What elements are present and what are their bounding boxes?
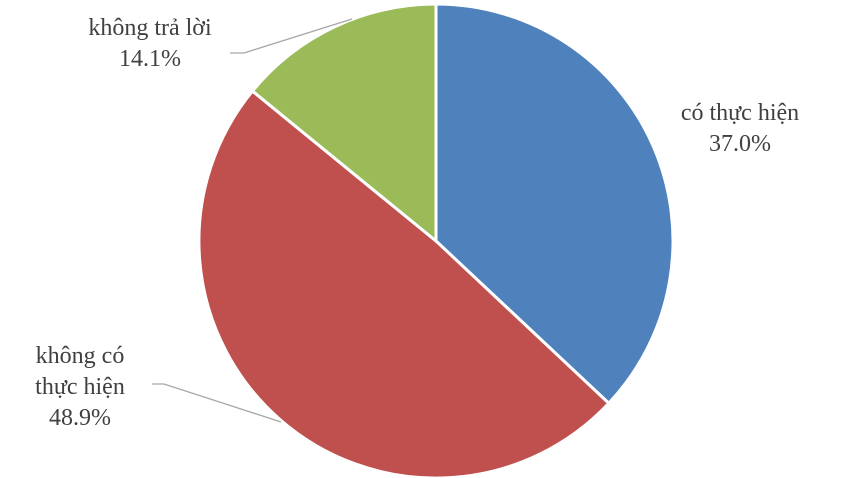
- slice-label-1: có thực hiện 37.0%: [681, 100, 799, 157]
- leader-line-3: [230, 18, 353, 54]
- slice-label-3: không trả lời 14.1%: [88, 15, 212, 72]
- slice-category-label: không có: [36, 343, 125, 369]
- slice-value-label: 37.0%: [709, 131, 771, 157]
- slice-category-label: không trả lời: [88, 15, 212, 41]
- pie-slice-3: [250, 2, 438, 243]
- pie-slice-1: [434, 2, 675, 405]
- slice-value-label: 14.1%: [119, 46, 181, 72]
- slice-value-label: 48.9%: [49, 405, 111, 431]
- slice-label-2: không có thực hiện 48.9%: [35, 343, 125, 431]
- slice-category-label: có thực hiện: [681, 100, 799, 126]
- leader-lines: [152, 18, 353, 423]
- slice-category-label: thực hiện: [35, 374, 125, 400]
- leader-line-2: [152, 383, 282, 423]
- slice-labels: có thực hiện 37.0%không có thực hiện 48.9%k…: [35, 15, 799, 431]
- pie-slice-2: [197, 89, 611, 478]
- pie-slices: [197, 2, 675, 478]
